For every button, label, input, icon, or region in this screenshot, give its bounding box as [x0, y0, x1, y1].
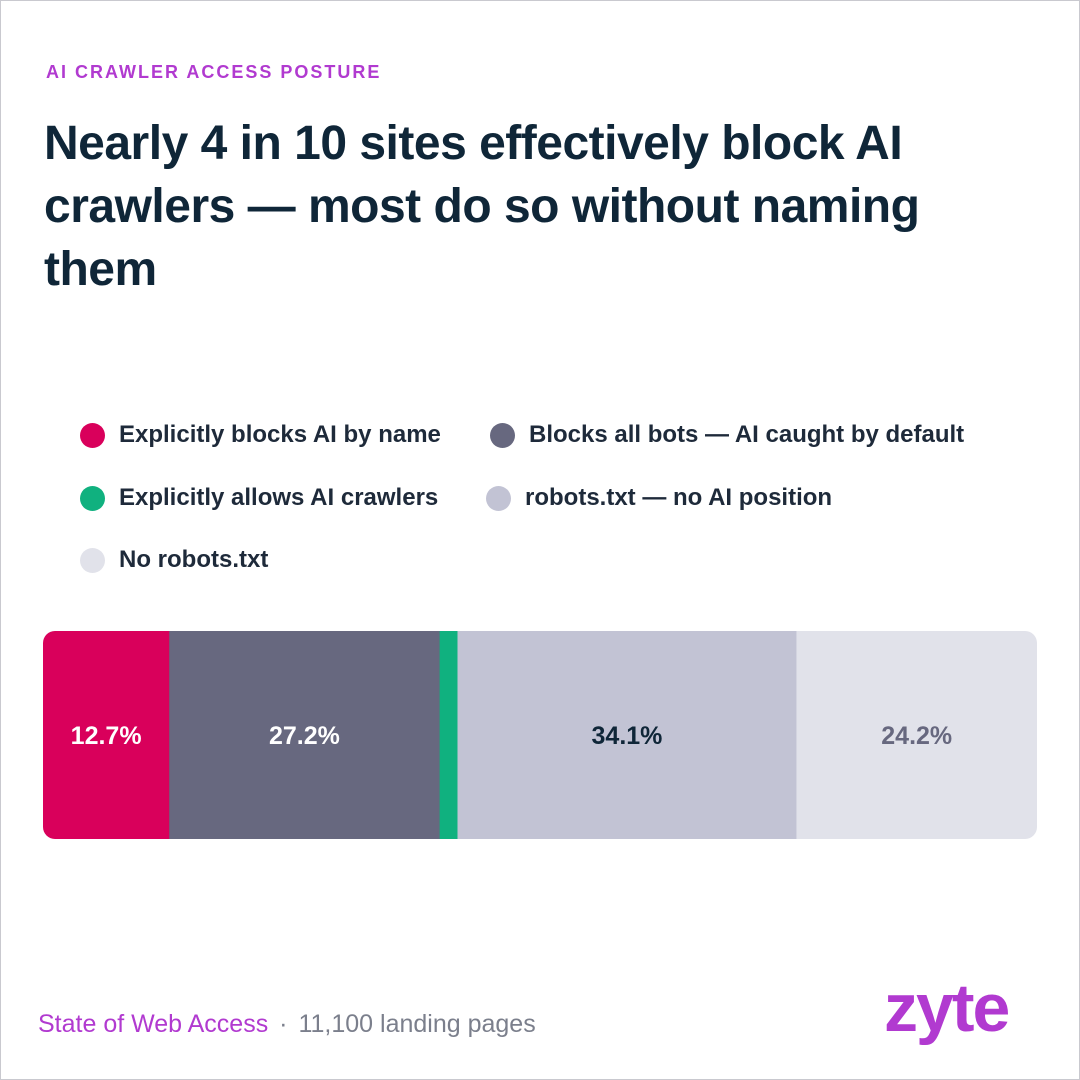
footer-source: State of Web Access · 11,100 landing pag…	[38, 1010, 536, 1039]
legend-label: No robots.txt	[119, 546, 269, 573]
legend-swatch-no-ai-position	[486, 485, 511, 511]
bar-segment-no-robots-txt	[796, 631, 1037, 839]
chart-title: Nearly 4 in 10 sites effectively block A…	[44, 117, 920, 296]
legend-item-allows-ai: Explicitly allows AI crawlers	[80, 484, 438, 512]
bar-data-label: 24.2%	[881, 722, 952, 750]
legend-item-no-ai-position: robots.txt — no AI position	[486, 484, 832, 512]
bar-data-label: 34.1%	[592, 722, 663, 750]
legend-item-blocks-by-name: Explicitly blocks AI by name	[80, 421, 441, 449]
bar-segments	[43, 631, 1037, 839]
footer-sample-count: 11,100 landing pages	[298, 1010, 536, 1038]
bar-data-label: 12.7%	[71, 722, 142, 750]
legend-swatch-blocks-all-bots	[490, 422, 515, 448]
bar-data-label: 27.2%	[269, 722, 340, 750]
legend-label: robots.txt — no AI position	[525, 484, 833, 511]
footer-separator: ·	[279, 1010, 288, 1038]
legend-label: Explicitly allows AI crawlers	[119, 484, 439, 511]
legend-item-no-robots: No robots.txt	[80, 546, 268, 574]
bar-segment-explicitly-blocks-ai-by-name	[43, 631, 170, 839]
legend-swatch-allows-ai	[80, 485, 105, 511]
bar-segment-explicitly-allows-ai-crawlers	[439, 631, 458, 839]
footer-source-name: State of Web Access	[38, 1010, 269, 1038]
legend-item-blocks-all-bots: Blocks all bots — AI caught by default	[490, 421, 964, 449]
legend-swatch-no-robots	[80, 547, 105, 573]
legend-label: Blocks all bots — AI caught by default	[529, 421, 965, 448]
eyebrow-label: AI CRAWLER ACCESS POSTURE	[46, 62, 382, 82]
bar-segment-robots-txt-no-ai-position	[457, 631, 797, 839]
zyte-logo: zyte	[884, 970, 1010, 1046]
legend-label: Explicitly blocks AI by name	[119, 421, 441, 448]
bar-segment-blocks-all-bots-ai-caught-by-default	[169, 631, 441, 839]
legend-swatch-blocks-by-name	[80, 422, 105, 448]
